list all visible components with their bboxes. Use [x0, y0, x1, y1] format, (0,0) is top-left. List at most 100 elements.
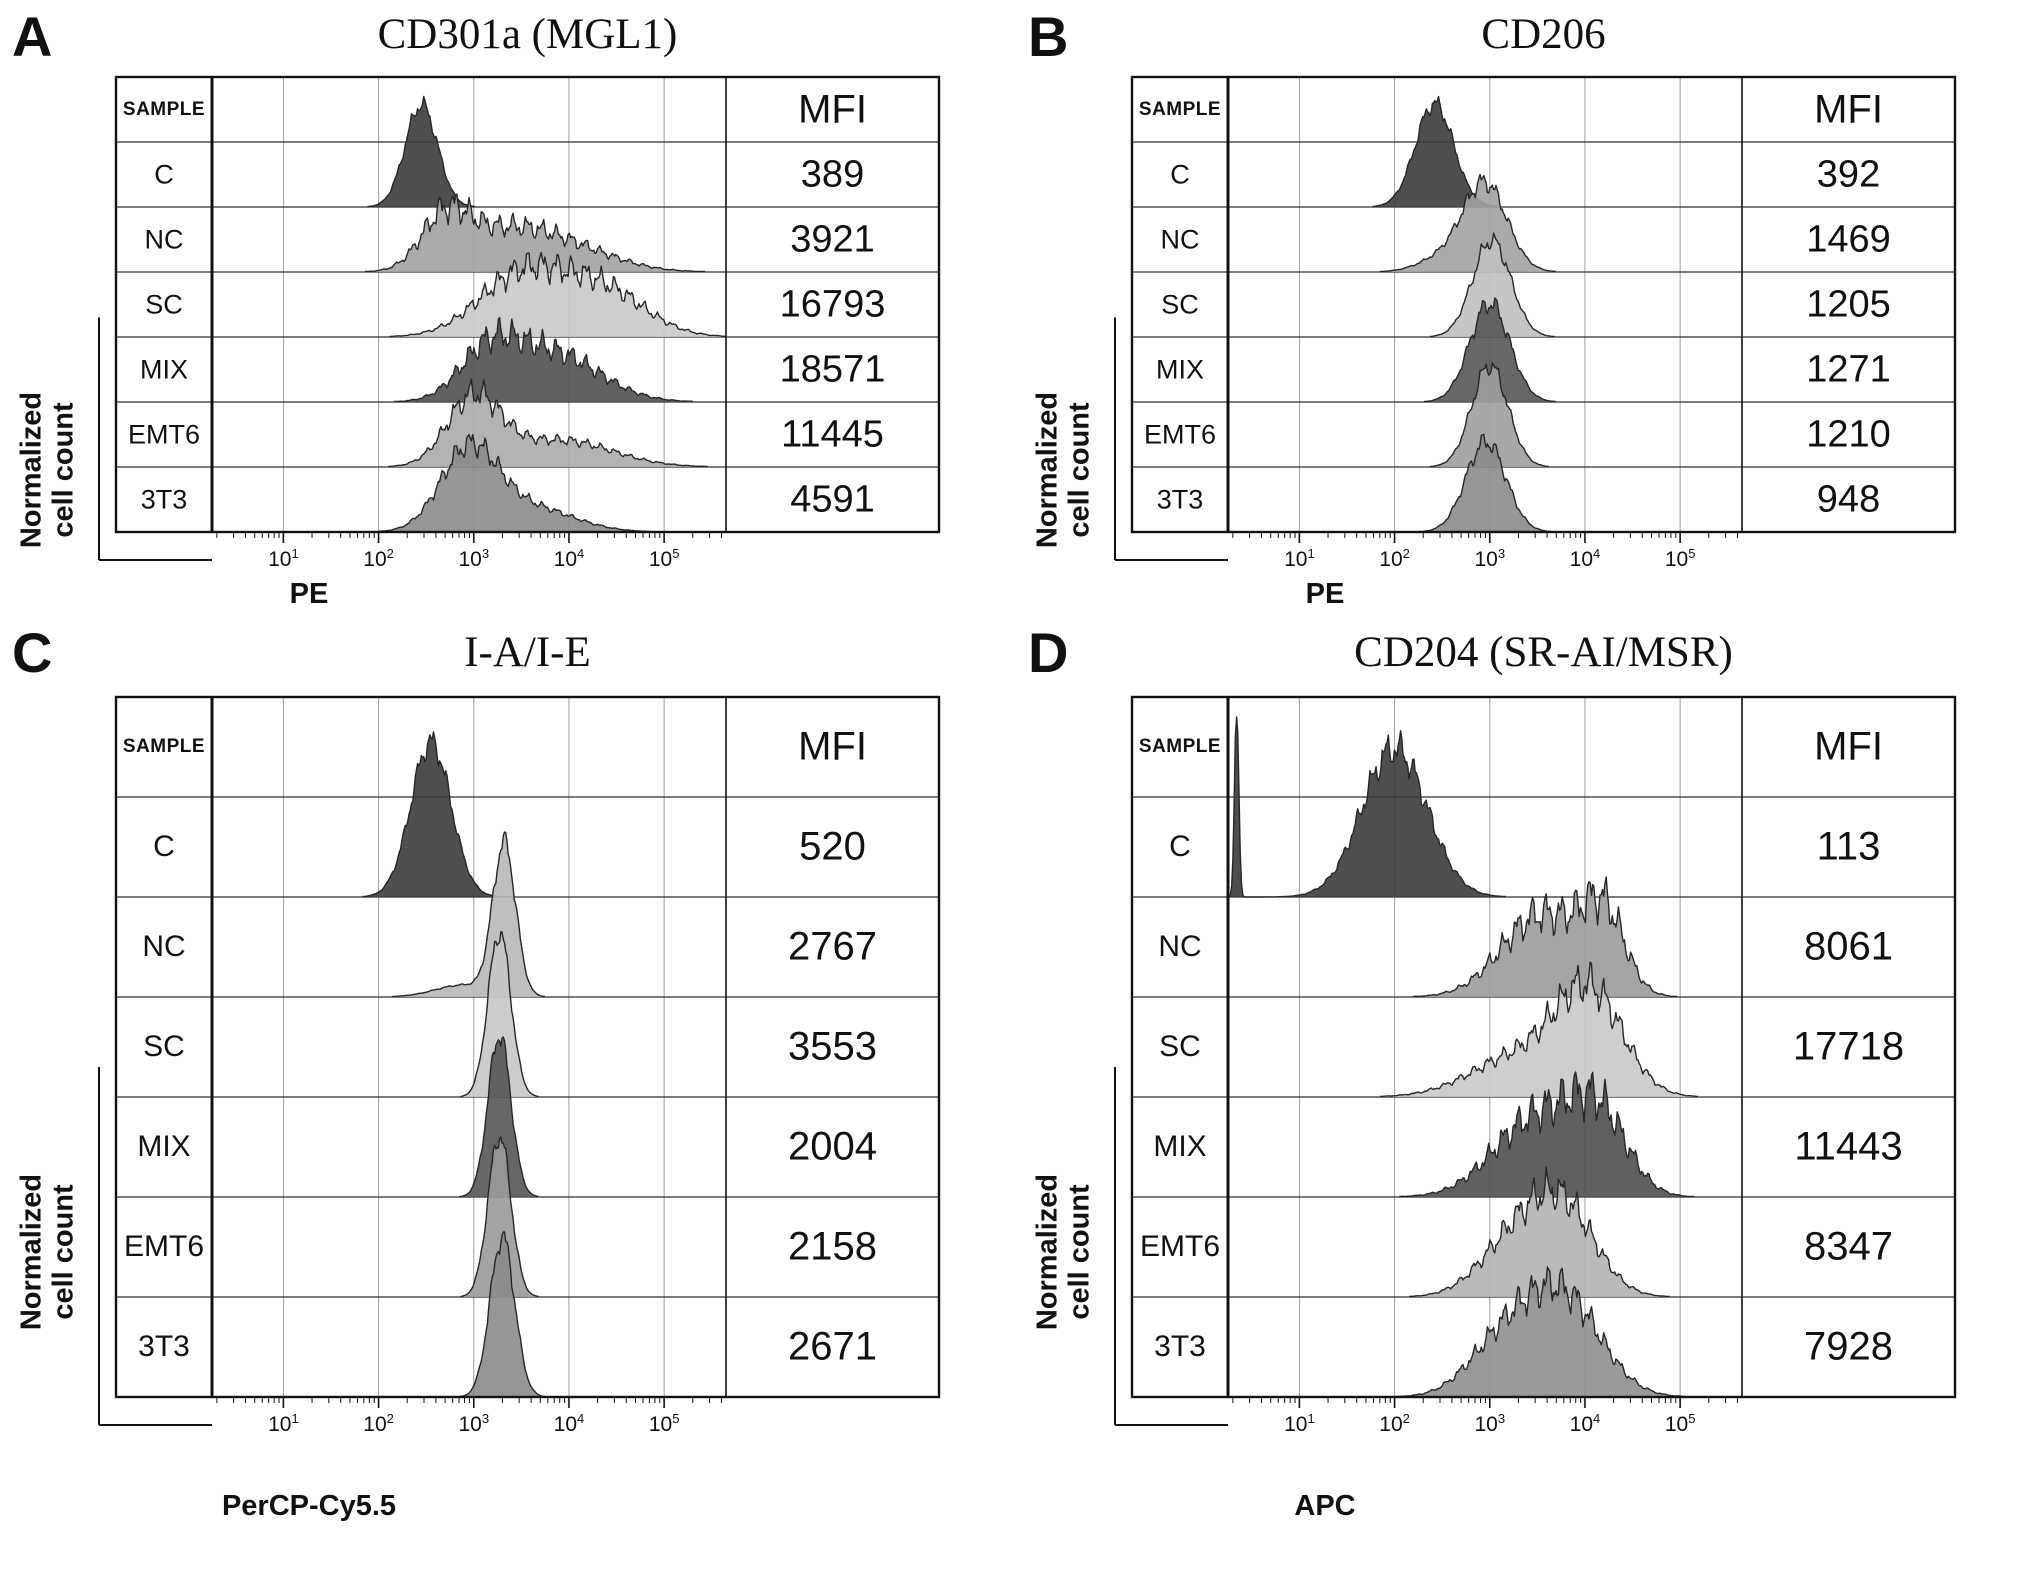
- x-tick-base: 10: [1664, 548, 1689, 571]
- x-tick-base: 10: [363, 548, 387, 571]
- y-axis-label: Normalized cell count: [16, 392, 81, 548]
- histogram-outline-EMT6: [388, 378, 708, 468]
- x-tick-base: 10: [363, 1413, 387, 1436]
- y-axis-label-line: cell count: [48, 402, 80, 538]
- x-tick-exponent: 1: [291, 1411, 299, 1426]
- mfi-column-header: MFI: [798, 724, 867, 769]
- histogram-outline-EMT6: [1409, 1166, 1670, 1298]
- x-tick-exponent: 2: [1402, 546, 1410, 561]
- mfi-column-header: MFI: [798, 87, 867, 131]
- histogram-fill-MIX: [1399, 1072, 1695, 1197]
- histogram-fill-SC: [460, 932, 539, 1097]
- sample-label-NC: NC: [1158, 930, 1202, 963]
- x-tick-exponent: 1: [291, 546, 299, 561]
- panel-C: C I-A/I-E SAMPLE MFI C 520 NC 2767 SC 3553 MIX 2004…: [4, 612, 1011, 1576]
- histogram-fill-NC: [365, 194, 706, 272]
- histogram-fill-SC: [1379, 962, 1698, 1097]
- mfi-value-MIX: 18571: [779, 348, 886, 390]
- mfi-value-3T3: 948: [1816, 478, 1881, 520]
- plot-box: [114, 695, 941, 1399]
- x-tick-base: 10: [1379, 1413, 1403, 1436]
- x-tick-base: 10: [1284, 548, 1308, 571]
- mfi-value-3T3: 7928: [1804, 1324, 1893, 1369]
- x-tick-exponent: 2: [386, 1411, 394, 1426]
- sample-label-C: C: [153, 830, 175, 863]
- x-tick-label: 102: [1379, 1411, 1410, 1437]
- sample-label-C: C: [1170, 159, 1190, 189]
- mfi-value-C: 392: [1816, 153, 1881, 195]
- histogram-outline-MIX: [1399, 1071, 1695, 1198]
- histogram-outline-SC: [389, 251, 726, 338]
- histogram-outline-SC: [1379, 961, 1698, 1098]
- histogram-outline-3T3: [1397, 1266, 1686, 1397]
- sample-label-MIX: MIX: [137, 1130, 191, 1163]
- mfi-value-SC: 3553: [788, 1024, 877, 1069]
- panel-letter: A: [12, 5, 54, 68]
- histogram-fill-3T3: [377, 434, 651, 532]
- y-axis-label: Normalized cell count: [1032, 1174, 1097, 1330]
- sample-label-3T3: 3T3: [1154, 1330, 1206, 1363]
- sample-label-NC: NC: [142, 930, 186, 963]
- mfi-value-C: 520: [799, 824, 866, 869]
- histogram-fill-SC: [389, 252, 726, 337]
- sample-label-3T3: 3T3: [1156, 484, 1204, 514]
- x-tick-label: 102: [1379, 546, 1410, 572]
- y-axis-label: Normalized cell count: [1032, 392, 1097, 548]
- plot-box: [1130, 695, 1957, 1399]
- x-tick-exponent: 5: [1688, 546, 1696, 561]
- x-tick-exponent: 2: [1402, 1411, 1410, 1426]
- plot-box: [114, 75, 941, 534]
- x-tick-exponent: 5: [1688, 1411, 1696, 1426]
- sample-label-NC: NC: [144, 224, 184, 254]
- mfi-value-NC: 2767: [788, 924, 877, 969]
- x-tick-exponent: 4: [1593, 546, 1601, 561]
- x-tick-label: 103: [458, 546, 489, 572]
- x-tick-label: 105: [649, 546, 680, 572]
- x-tick-label: 105: [1665, 1411, 1696, 1437]
- x-tick-label: 104: [1570, 546, 1601, 572]
- mfi-value-NC: 1469: [1806, 218, 1891, 260]
- x-tick-base: 10: [268, 548, 292, 571]
- x-tick-base: 10: [1569, 548, 1593, 571]
- x-tick-exponent: 4: [1593, 1411, 1601, 1426]
- x-tick-label: 101: [1284, 546, 1315, 572]
- histogram-fill-MIX: [459, 1037, 539, 1197]
- histogram-outline-NC: [1412, 876, 1678, 998]
- histogram-outline-MIX: [1423, 297, 1557, 403]
- x-axis-label: APC: [1294, 1490, 1356, 1522]
- x-tick-base: 10: [1474, 548, 1498, 571]
- y-axis-label-line: Normalized: [15, 1173, 48, 1331]
- histogram-outline-3T3: [1420, 433, 1552, 532]
- x-tick-label: 101: [268, 546, 299, 572]
- sample-label-SC: SC: [143, 1030, 185, 1063]
- sample-label-MIX: MIX: [139, 354, 189, 384]
- sample-label-C: C: [1169, 830, 1191, 863]
- x-axis-label: PE: [1305, 578, 1345, 610]
- plot-svg-B: [1114, 75, 1957, 561]
- histogram-outline-3T3: [459, 1231, 546, 1397]
- panel-title: I-A/I-E: [464, 629, 591, 676]
- mfi-value-NC: 8061: [1804, 924, 1893, 969]
- x-axis-label: PerCP-Cy5.5: [221, 1490, 397, 1522]
- x-tick-base: 10: [1569, 1413, 1593, 1436]
- histogram-fill-C: [1372, 96, 1498, 207]
- x-tick-exponent: 1: [1307, 546, 1315, 561]
- x-axis-label: PE: [289, 578, 329, 610]
- sample-label-C: C: [154, 159, 174, 189]
- mfi-value-MIX: 11443: [1794, 1124, 1903, 1169]
- histogram-fill-3T3: [1420, 434, 1552, 532]
- x-tick-exponent: 4: [577, 546, 585, 561]
- x-tick-exponent: 5: [672, 1411, 680, 1426]
- histogram-outline-NC: [1379, 173, 1557, 273]
- histogram-outline-EMT6: [1429, 362, 1549, 468]
- x-tick-base: 10: [648, 1413, 673, 1436]
- x-tick-exponent: 3: [481, 546, 490, 561]
- sample-label-3T3: 3T3: [140, 484, 188, 514]
- x-tick-label: 101: [268, 1411, 299, 1437]
- sample-column-header: SAMPLE: [1138, 736, 1222, 757]
- panel-letter: C: [12, 621, 54, 684]
- y-axis-label-line: Normalized: [1031, 391, 1064, 549]
- y-axis-label: Normalized cell count: [16, 1174, 81, 1330]
- x-tick-base: 10: [458, 1413, 482, 1436]
- mfi-column-header: MFI: [1814, 87, 1883, 131]
